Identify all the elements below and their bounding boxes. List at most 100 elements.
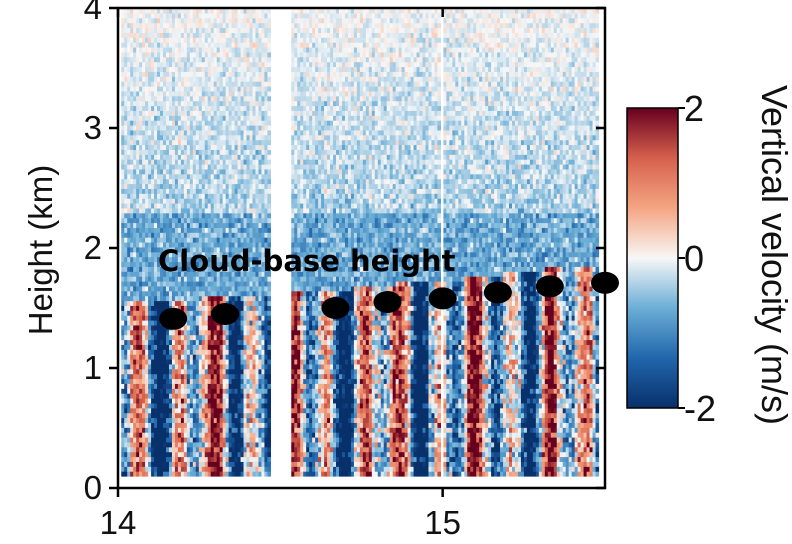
heatmap-cell — [154, 237, 158, 243]
heatmap-cell — [127, 100, 131, 107]
heatmap-cell — [177, 12, 182, 19]
heatmap-cell — [160, 246, 164, 253]
heatmap-cell — [186, 315, 191, 321]
heatmap-cell — [180, 427, 185, 433]
heatmap-cell — [124, 168, 128, 175]
heatmap-cell — [207, 285, 212, 292]
heatmap-cell — [148, 154, 152, 160]
heatmap-cell — [186, 115, 191, 121]
heatmap-cell — [177, 290, 182, 297]
heatmap-cell — [195, 246, 200, 253]
heatmap-cell — [189, 37, 194, 43]
heatmap-cell — [163, 471, 167, 477]
heatmap-cell — [171, 188, 176, 194]
heatmap-cell — [177, 349, 182, 355]
heatmap-cell — [210, 354, 215, 360]
heatmap-cell — [133, 242, 137, 248]
heatmap-cell — [160, 61, 164, 68]
heatmap-cell — [177, 51, 182, 58]
heatmap-cell — [186, 246, 191, 253]
heatmap-cell — [165, 329, 170, 336]
heatmap-cell — [183, 125, 188, 131]
heatmap-cell — [154, 256, 158, 263]
heatmap-cell — [204, 144, 209, 150]
heatmap-cell — [127, 90, 131, 97]
heatmap-cell — [142, 290, 146, 297]
heatmap-cell — [121, 168, 125, 175]
heatmap-cell — [154, 427, 158, 433]
heatmap-cell — [154, 22, 158, 29]
heatmap-cell — [151, 149, 155, 155]
heatmap-cell — [157, 329, 161, 336]
heatmap-cell — [151, 334, 155, 341]
heatmap-cell — [139, 120, 143, 126]
heatmap-cell — [168, 446, 173, 453]
heatmap-cell — [198, 256, 203, 263]
heatmap-cell — [160, 471, 164, 477]
heatmap-cell — [142, 164, 146, 170]
heatmap-cell — [133, 334, 137, 341]
heatmap-cell — [183, 324, 188, 331]
heatmap-cell — [186, 61, 191, 68]
heatmap-cell — [165, 359, 170, 365]
heatmap-cell — [267, 378, 271, 384]
heatmap-cell — [124, 120, 128, 126]
heatmap-cell — [186, 437, 191, 443]
heatmap-cell — [139, 266, 143, 272]
heatmap-cell — [163, 125, 167, 131]
heatmap-cell — [168, 125, 173, 131]
heatmap-cell — [183, 373, 188, 380]
heatmap-cell — [145, 222, 149, 228]
heatmap-cell — [186, 222, 191, 228]
heatmap-cell — [148, 8, 152, 14]
heatmap-cell — [142, 246, 146, 253]
heatmap-cell — [183, 363, 188, 370]
heatmap-cell — [204, 290, 209, 297]
heatmap-cell — [130, 373, 134, 380]
heatmap-cell — [177, 368, 182, 375]
heatmap-cell — [136, 188, 140, 194]
heatmap-cell — [192, 310, 197, 316]
heatmap-cell — [127, 388, 131, 394]
heatmap-cell — [165, 242, 170, 248]
heatmap-cell — [160, 188, 164, 194]
heatmap-cell — [148, 334, 152, 341]
heatmap-column — [157, 8, 161, 477]
heatmap-cell — [171, 90, 176, 97]
heatmap-cell — [195, 222, 200, 228]
heatmap-cell — [121, 66, 125, 72]
heatmap-cell — [192, 27, 197, 33]
heatmap-cell — [142, 437, 146, 443]
heatmap-cell — [151, 37, 155, 43]
heatmap-cell — [142, 159, 146, 165]
heatmap-cell — [157, 285, 161, 292]
heatmap-cell — [174, 295, 179, 302]
heatmap-cell — [165, 383, 170, 389]
heatmap-cell — [142, 402, 146, 409]
heatmap-cell — [151, 86, 155, 92]
heatmap-cell — [154, 271, 158, 277]
heatmap-cell — [171, 61, 176, 68]
heatmap-cell — [186, 100, 191, 107]
heatmap-cell — [163, 266, 167, 272]
heatmap-cell — [168, 207, 173, 214]
heatmap-cell — [180, 32, 185, 38]
heatmap-cell — [207, 95, 212, 102]
heatmap-cell — [171, 354, 176, 360]
heatmap-cell — [142, 86, 146, 92]
heatmap-cell — [136, 271, 140, 277]
heatmap-cell — [201, 134, 206, 141]
heatmap-cell — [168, 173, 173, 180]
heatmap-cell — [133, 8, 137, 14]
heatmap-cell — [204, 300, 209, 306]
heatmap-cell — [133, 144, 137, 150]
heatmap-cell — [207, 422, 212, 428]
heatmap-cell — [210, 378, 215, 384]
heatmap-cell — [157, 188, 161, 194]
heatmap-cell — [154, 398, 158, 404]
heatmap-cell — [189, 315, 194, 321]
heatmap-cell — [192, 110, 197, 116]
heatmap-cell — [195, 378, 200, 384]
heatmap-cell — [148, 17, 152, 24]
